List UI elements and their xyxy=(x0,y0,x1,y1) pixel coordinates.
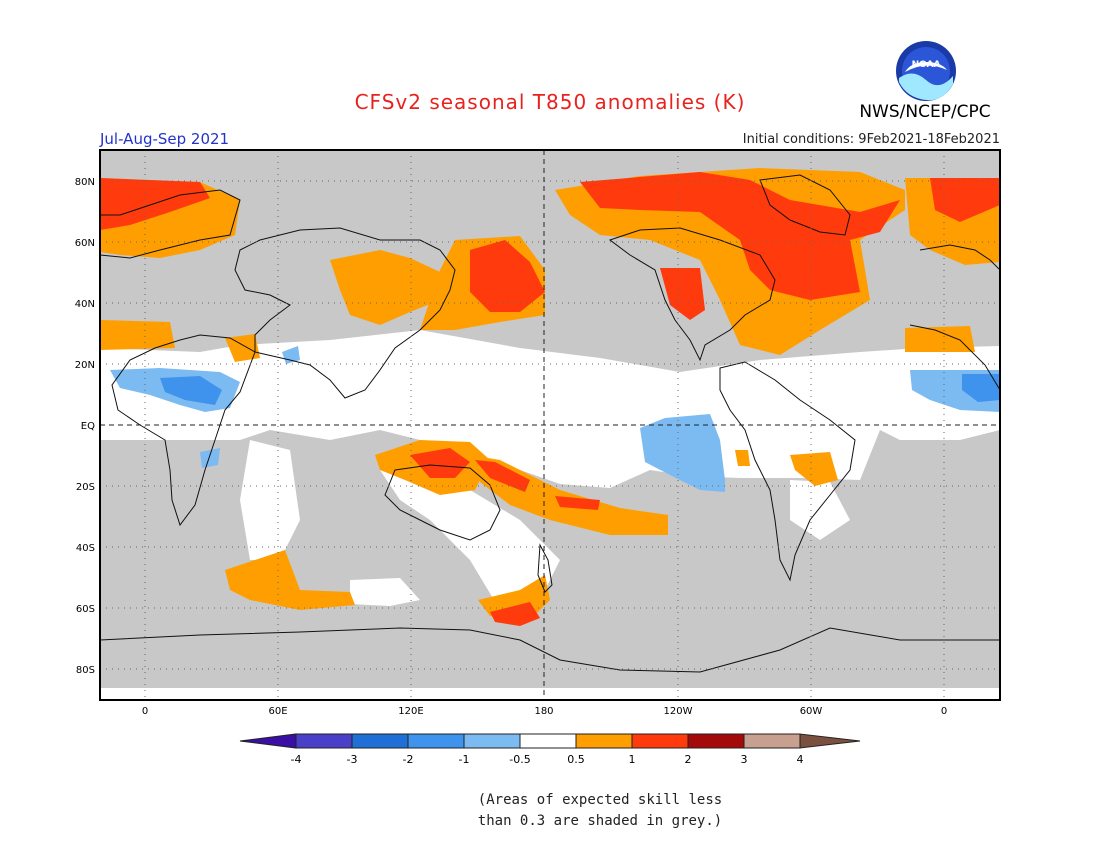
lat-label: 60N xyxy=(75,238,95,249)
lat-label: 40N xyxy=(75,299,95,310)
colorbar-tick-label: 1 xyxy=(629,753,636,766)
warm-west-us-core xyxy=(660,268,705,320)
cool-west-africa-east-core xyxy=(962,374,1000,402)
warm-central-asia xyxy=(330,250,440,325)
skill-note-line: than 0.3 are shaded in grey.) xyxy=(477,813,723,829)
colorbar-cell xyxy=(463,733,521,749)
lon-label: 0 xyxy=(142,706,148,717)
colorbar-tick-label: -1 xyxy=(459,753,470,766)
skill-note: (Areas of expected skill less than 0.3 a… xyxy=(430,790,770,832)
warm-north-atlantic-east-core xyxy=(930,178,1000,222)
lon-label: 60E xyxy=(268,706,287,717)
warm-east-atlantic-subtropics xyxy=(905,326,975,352)
lat-label: 20S xyxy=(76,482,95,493)
lon-label: 120E xyxy=(398,706,423,717)
latitude-labels: 80N 60N 40N 20N EQ 20S 40S 60S 80S xyxy=(75,177,95,676)
colorbar-cell xyxy=(631,733,689,749)
colorbar-cell xyxy=(239,733,297,749)
warm-north-america-core xyxy=(580,172,900,300)
colorbar-cell xyxy=(407,733,465,749)
tropical-neutral-band xyxy=(100,330,1000,488)
lat-label: 80N xyxy=(75,177,95,188)
warm-south-pacific-core xyxy=(475,460,530,492)
colorbar-tick-label: -4 xyxy=(291,753,302,766)
warm-south-pacific-east-core xyxy=(555,496,600,510)
lon-label: 120W xyxy=(664,706,693,717)
season-label: Jul-Aug-Sep 2021 xyxy=(100,130,230,148)
warm-brazil-small xyxy=(735,450,750,466)
warm-east-asia-core xyxy=(470,240,545,312)
colorbar-cell xyxy=(351,733,409,749)
colorbar-cell xyxy=(743,733,801,749)
colorbar-labels: -4 -3 -2 -1 -0.5 0.5 1 2 3 4 xyxy=(291,753,804,766)
colorbar-tick-label: 4 xyxy=(797,753,804,766)
colorbar xyxy=(239,733,861,749)
colorbar-cell xyxy=(575,733,633,749)
warm-north-atlantic-core xyxy=(100,178,210,230)
lon-label: 60W xyxy=(800,706,823,717)
cool-east-africa xyxy=(200,448,220,468)
gridlines xyxy=(100,150,1000,700)
colorbar-cell xyxy=(295,733,353,749)
lat-label: 60S xyxy=(76,604,95,615)
coastlines xyxy=(100,174,1000,673)
colorbar-tick-label: 2 xyxy=(685,753,692,766)
map-frame xyxy=(99,149,1001,701)
lat-label: 20N xyxy=(75,360,95,371)
cool-east-pacific xyxy=(640,414,725,492)
colorbar-tick-label: -2 xyxy=(403,753,414,766)
colorbar-tick-label: -0.5 xyxy=(509,753,530,766)
antarctic-neutral xyxy=(100,688,1000,700)
lat-label: 40S xyxy=(76,543,95,554)
organization-label: NWS/NCEP/CPC xyxy=(859,102,991,122)
colorbar-cell xyxy=(519,733,577,749)
southern-ocean-neutral xyxy=(350,578,420,606)
south-pacific-neutral xyxy=(380,468,560,610)
warm-arabia xyxy=(225,334,260,362)
longitude-labels: 0 60E 120E 180 120W 60W 0 xyxy=(142,706,947,717)
initial-conditions-label: Initial conditions: 9Feb2021-18Feb2021 xyxy=(742,132,1000,147)
colorbar-tick-label: -3 xyxy=(347,753,358,766)
cool-north-africa-core xyxy=(160,376,222,405)
lon-label: 180 xyxy=(534,706,553,717)
warm-south-new-zealand-core xyxy=(490,602,540,626)
s-atlantic-neutral xyxy=(790,480,850,540)
lat-label: EQ xyxy=(81,421,95,432)
colorbar-tick-label: 3 xyxy=(741,753,748,766)
lat-label: 80S xyxy=(76,665,95,676)
lon-label: 0 xyxy=(941,706,947,717)
skill-note-line: (Areas of expected skill less xyxy=(477,792,723,808)
warm-southern-indian xyxy=(225,550,355,610)
noaa-logo-icon: NOAA xyxy=(896,41,956,101)
colorbar-cell xyxy=(687,733,745,749)
colorbar-cell xyxy=(799,733,861,749)
noaa-logo: NOAA xyxy=(895,40,957,102)
warm-west-africa-subtropics xyxy=(100,320,175,350)
colorbar-tick-label: 0.5 xyxy=(567,753,585,766)
south-indian-neutral xyxy=(240,440,300,560)
noaa-logo-text: NOAA xyxy=(912,60,941,70)
warm-south-america xyxy=(790,452,838,486)
map-title: CFSv2 seasonal T850 anomalies (K) xyxy=(354,90,746,114)
warm-maritime-continent-core xyxy=(410,448,470,478)
